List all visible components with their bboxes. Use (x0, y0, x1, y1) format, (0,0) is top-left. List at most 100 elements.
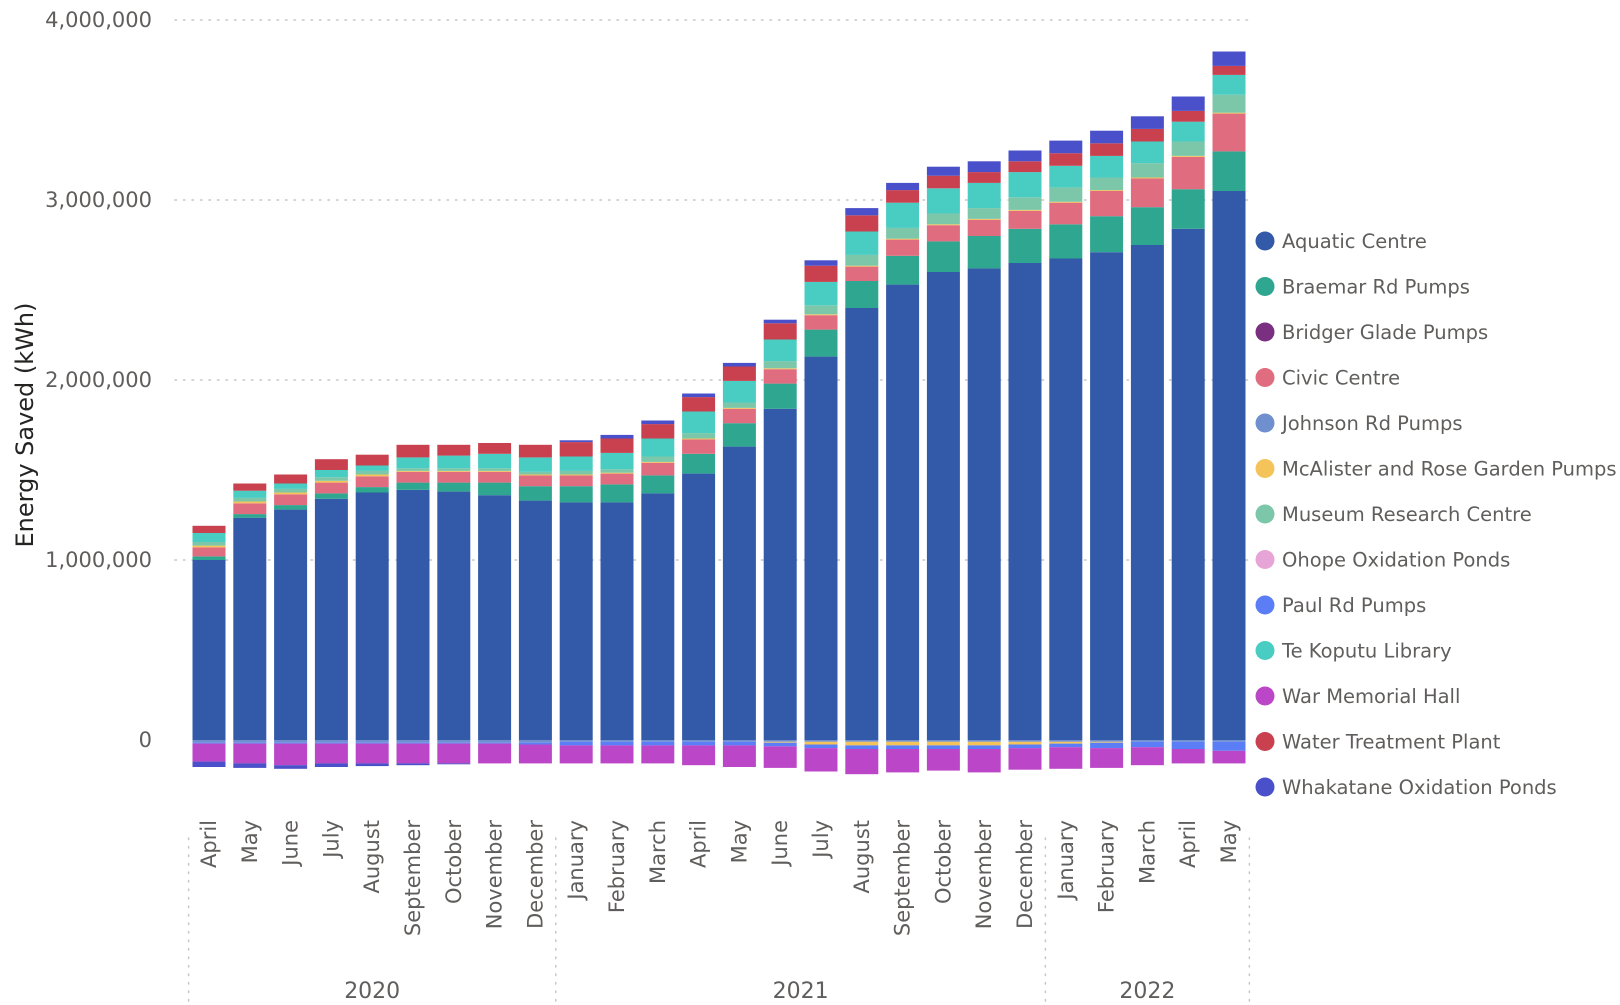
bar-segment-negative (314, 763, 348, 767)
bar-segment-negative (314, 740, 348, 743)
bar-segment (600, 484, 634, 503)
bar-segment (845, 308, 879, 740)
bar-segment (355, 487, 389, 493)
bar-segment (967, 208, 1001, 219)
bars (192, 51, 1246, 775)
bar-segment (1171, 189, 1205, 229)
legend-item[interactable]: Whakatane Oxidation Ponds (1255, 776, 1557, 799)
x-tick-label: May (1217, 820, 1241, 863)
bar-segment (641, 461, 675, 463)
bar-segment (396, 489, 430, 740)
x-tick-label: June (279, 820, 303, 868)
legend-marker (1255, 777, 1275, 797)
legend-label: McAlister and Rose Garden Pumps (1282, 458, 1617, 481)
bar-segment (600, 452, 634, 470)
legend-item[interactable]: Braemar Rd Pumps (1255, 276, 1470, 299)
bar-segment (886, 182, 920, 191)
legend-label: Museum Research Centre (1282, 503, 1532, 526)
bar-segment (845, 215, 879, 232)
bar-segment-negative (804, 748, 838, 772)
bar-segment-negative (886, 740, 920, 742)
bar-segment (845, 266, 879, 281)
bar-segment (1212, 112, 1246, 114)
x-tick-label: October (931, 820, 955, 904)
bar-segment (396, 471, 430, 483)
bar-segment-negative (314, 743, 348, 764)
bar-segment (600, 472, 634, 474)
legend-item[interactable]: Museum Research Centre (1255, 503, 1532, 526)
bar-segment (314, 459, 348, 470)
bar-segment (763, 383, 797, 409)
bar-segment-negative (641, 745, 675, 764)
bar-segment-negative (845, 740, 879, 742)
legend-item[interactable]: Aquatic Centre (1255, 230, 1427, 253)
bar-segment (314, 482, 348, 494)
bar-segment (682, 393, 716, 398)
bar-segment (722, 446, 756, 740)
x-tick-label: April (197, 820, 221, 868)
legend: Aquatic Centre Braemar Rd Pumps Bridger Gl… (1255, 230, 1617, 799)
x-tick-label: November (972, 820, 996, 930)
bar-segment-negative (722, 740, 756, 742)
bar-segment-negative (845, 745, 879, 749)
bar-segment (763, 369, 797, 384)
bar-segment (926, 166, 960, 176)
bar-segment (763, 368, 797, 370)
bar-segment-negative (763, 742, 797, 747)
bar-segment (600, 473, 634, 485)
bar-segment (355, 476, 389, 488)
bar-segment (192, 547, 226, 557)
bar-segment (314, 480, 348, 483)
legend-item[interactable]: Paul Rd Pumps (1255, 594, 1427, 617)
bar-segment (926, 175, 960, 189)
bar-segment-negative (274, 740, 308, 743)
x-year-label: 2021 (773, 979, 829, 1004)
legend-item[interactable]: McAlister and Rose Garden Pumps (1255, 458, 1617, 481)
x-tick-label: October (442, 820, 466, 904)
bar-segment (845, 231, 879, 255)
bar-segment (804, 281, 838, 306)
legend-item[interactable]: Water Treatment Plant (1255, 731, 1501, 754)
legend-label: Te Koputu Library (1281, 640, 1452, 663)
bar-segment (722, 362, 756, 367)
bar-segment (192, 533, 226, 542)
bar-segment-negative (274, 742, 308, 744)
legend-item[interactable]: Civic Centre (1255, 367, 1401, 390)
bar-segment (437, 468, 471, 471)
bar-segment (804, 265, 838, 282)
bar-segment-negative (1130, 747, 1164, 766)
bar-segment-negative (1049, 741, 1083, 744)
bar-segment-negative (1049, 740, 1083, 742)
x-year-label: 2020 (344, 979, 400, 1004)
x-tick-label: August (360, 820, 384, 894)
bar-segment-negative (804, 741, 838, 745)
bar-segment (559, 475, 593, 487)
bar-segment (192, 545, 226, 548)
bar-segment (192, 542, 226, 546)
bar-segment-negative (559, 741, 593, 746)
bar-segment (967, 218, 1001, 220)
legend-item[interactable]: Te Koputu Library (1255, 640, 1452, 663)
legend-item[interactable]: Ohope Oxidation Ponds (1255, 549, 1511, 572)
bar-segment (641, 493, 675, 740)
bar-segment (804, 260, 838, 266)
bar-segment (763, 408, 797, 740)
bar-segment (682, 397, 716, 412)
legend-marker (1255, 595, 1275, 615)
bar-segment-negative (314, 742, 348, 744)
bar-stack (722, 362, 756, 767)
bar-segment (1130, 163, 1164, 178)
legend-item[interactable]: Johnson Rd Pumps (1255, 412, 1463, 435)
bar-stack (641, 420, 675, 764)
legend-item[interactable]: War Memorial Hall (1255, 685, 1461, 708)
bar-segment (967, 182, 1001, 209)
bar-segment (1171, 121, 1205, 142)
bar-segment (763, 323, 797, 340)
legend-item[interactable]: Bridger Glade Pumps (1255, 321, 1489, 344)
bar-segment (682, 473, 716, 740)
bar-segment (641, 475, 675, 494)
bar-segment (682, 438, 716, 440)
bar-segment (886, 284, 920, 740)
legend-label: Bridger Glade Pumps (1282, 321, 1488, 344)
bar-segment-negative (1171, 749, 1205, 764)
